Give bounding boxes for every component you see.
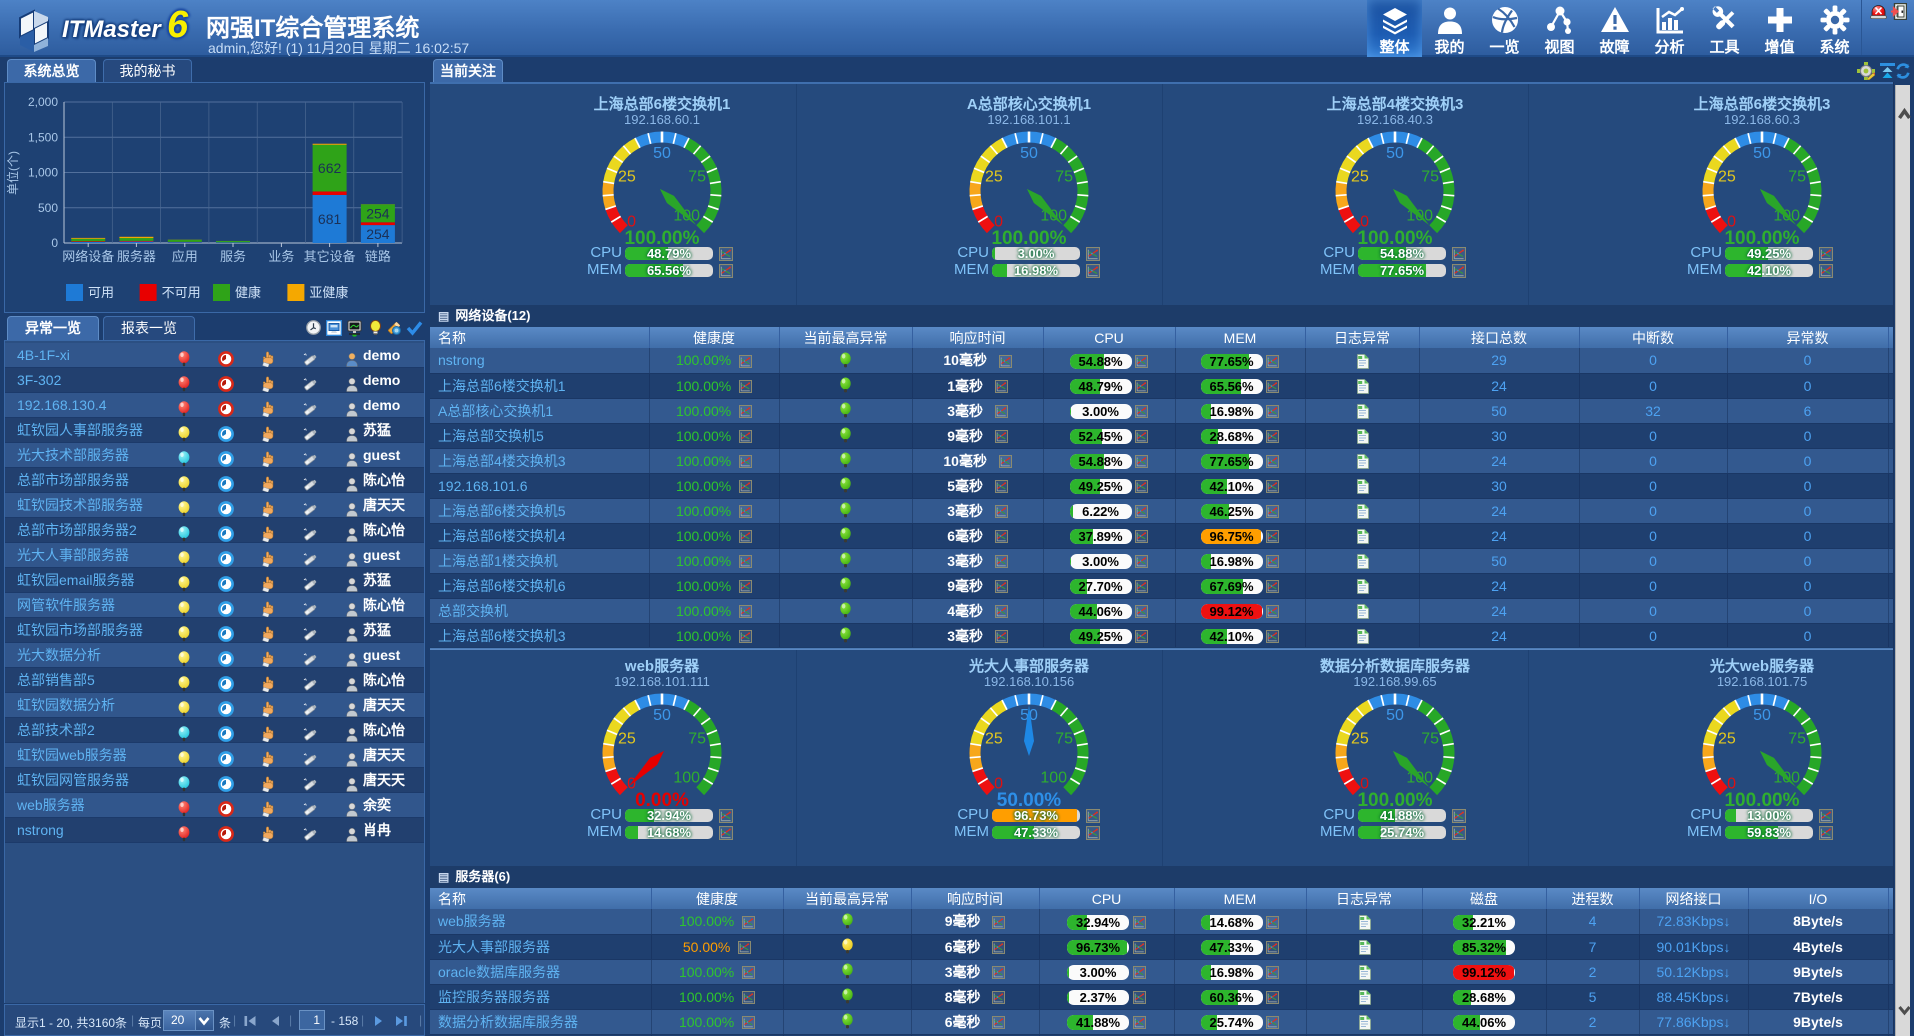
svg-text:25: 25: [1718, 169, 1736, 186]
svg-text:75: 75: [1055, 169, 1073, 186]
svg-text:25: 25: [618, 731, 636, 748]
svg-text:75: 75: [1421, 731, 1439, 748]
svg-text:50: 50: [1753, 707, 1771, 724]
svg-text:可用: 可用: [88, 285, 114, 300]
svg-text:25: 25: [1351, 731, 1369, 748]
svg-text:0: 0: [1360, 213, 1369, 230]
svg-text:25: 25: [618, 169, 636, 186]
svg-text:应用: 应用: [172, 249, 198, 264]
svg-text:25: 25: [1718, 731, 1736, 748]
svg-text:0: 0: [1727, 775, 1736, 792]
svg-text:50: 50: [1753, 145, 1771, 162]
svg-text:网络设备: 网络设备: [62, 249, 114, 264]
svg-text:254: 254: [366, 205, 390, 221]
svg-text:25: 25: [1351, 169, 1369, 186]
svg-text:681: 681: [318, 211, 342, 227]
svg-text:0: 0: [994, 213, 1003, 230]
svg-text:0: 0: [627, 213, 636, 230]
svg-text:100: 100: [1040, 770, 1067, 787]
svg-text:2,000: 2,000: [28, 95, 58, 109]
svg-text:1,500: 1,500: [28, 130, 58, 144]
svg-text:254: 254: [366, 226, 390, 242]
svg-text:亚健康: 亚健康: [309, 285, 348, 300]
svg-text:50: 50: [1386, 707, 1404, 724]
svg-text:50: 50: [1386, 145, 1404, 162]
svg-text:25: 25: [985, 169, 1003, 186]
svg-text:1,000: 1,000: [28, 166, 58, 180]
svg-text:662: 662: [318, 160, 342, 176]
svg-text:单位(个): 单位(个): [5, 151, 20, 195]
svg-text:其它设备: 其它设备: [304, 249, 356, 264]
svg-text:服务: 服务: [220, 249, 246, 264]
svg-text:不可用: 不可用: [162, 285, 201, 300]
svg-text:50: 50: [653, 707, 671, 724]
svg-text:0: 0: [1727, 213, 1736, 230]
svg-text:50: 50: [653, 145, 671, 162]
svg-text:服务器: 服务器: [117, 249, 156, 264]
svg-text:75: 75: [688, 731, 706, 748]
svg-text:50: 50: [1020, 145, 1038, 162]
svg-text:75: 75: [688, 169, 706, 186]
svg-text:业务: 业务: [268, 249, 294, 264]
svg-text:25: 25: [985, 731, 1003, 748]
svg-text:0: 0: [51, 236, 58, 250]
svg-text:75: 75: [1788, 731, 1806, 748]
svg-text:0: 0: [994, 775, 1003, 792]
svg-text:100: 100: [673, 770, 700, 787]
svg-text:链路: 链路: [365, 249, 391, 264]
svg-text:75: 75: [1788, 169, 1806, 186]
svg-text:75: 75: [1421, 169, 1439, 186]
svg-text:健康: 健康: [235, 285, 261, 300]
svg-text:500: 500: [38, 201, 58, 215]
svg-text:75: 75: [1055, 731, 1073, 748]
svg-text:0: 0: [1360, 775, 1369, 792]
